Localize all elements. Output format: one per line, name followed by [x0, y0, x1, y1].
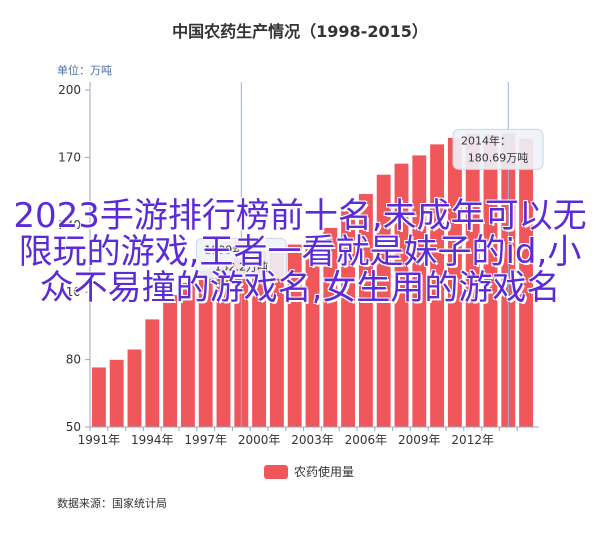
- bar: [127, 349, 142, 427]
- bar: [180, 282, 195, 427]
- bar: [412, 155, 427, 428]
- bar: [252, 251, 267, 427]
- bar: [358, 194, 373, 427]
- chart-title: 中国农药生产情况（1998-2015）: [172, 22, 428, 41]
- tooltip-value: 180.69万吨: [468, 151, 529, 164]
- y-tick-label: 140: [58, 218, 81, 232]
- bar: [216, 262, 231, 427]
- tooltip-value: 132.2万吨: [215, 260, 269, 273]
- bar: [447, 137, 462, 427]
- bar: [483, 134, 498, 427]
- x-tick-label: 2006年: [345, 433, 388, 447]
- bar: [465, 133, 480, 427]
- x-tick-label: 2003年: [291, 433, 334, 447]
- x-tick-label: 1997年: [184, 433, 227, 447]
- tooltip-box: [195, 237, 287, 279]
- bar: [198, 270, 213, 427]
- legend-label: 农药使用量: [294, 464, 354, 479]
- source-label: 数据来源：国家统计局: [57, 496, 167, 510]
- bar: [394, 163, 409, 427]
- legend-swatch: [264, 465, 288, 479]
- bar: [269, 252, 284, 427]
- bar: [287, 244, 302, 427]
- y-tick-label: 200: [58, 83, 81, 97]
- y-tick-label: 50: [66, 420, 81, 434]
- unit-label: 单位：万吨: [57, 63, 112, 77]
- x-tick-label: 2000年: [238, 433, 281, 447]
- y-tick-label: 170: [58, 150, 81, 164]
- x-tick-label: 1994年: [131, 433, 174, 447]
- bar: [323, 227, 338, 427]
- bar: [163, 295, 178, 427]
- bar: [145, 319, 160, 427]
- tooltip-label: 1999年：: [204, 242, 254, 256]
- bar: [305, 241, 320, 427]
- bar: [376, 174, 391, 427]
- bar: [91, 367, 106, 427]
- legend[interactable]: 农药使用量: [264, 464, 354, 479]
- y-tick-label: 80: [66, 353, 81, 367]
- tooltip-box: [452, 128, 544, 170]
- plot-area: 50 80 110 140 170 200 1991年 1994年 1997年 2000年 2003…: [58, 82, 544, 447]
- x-tick-label: 2012年: [451, 433, 494, 447]
- bar: [519, 138, 534, 427]
- x-tick-label: 1991年: [78, 433, 121, 447]
- y-tick-label: 110: [58, 285, 81, 299]
- bar: [341, 211, 356, 427]
- x-tick-label: 2009年: [398, 433, 441, 447]
- tooltip-label: 2014年：: [461, 133, 511, 147]
- bar: [430, 144, 445, 428]
- bar: [109, 359, 124, 427]
